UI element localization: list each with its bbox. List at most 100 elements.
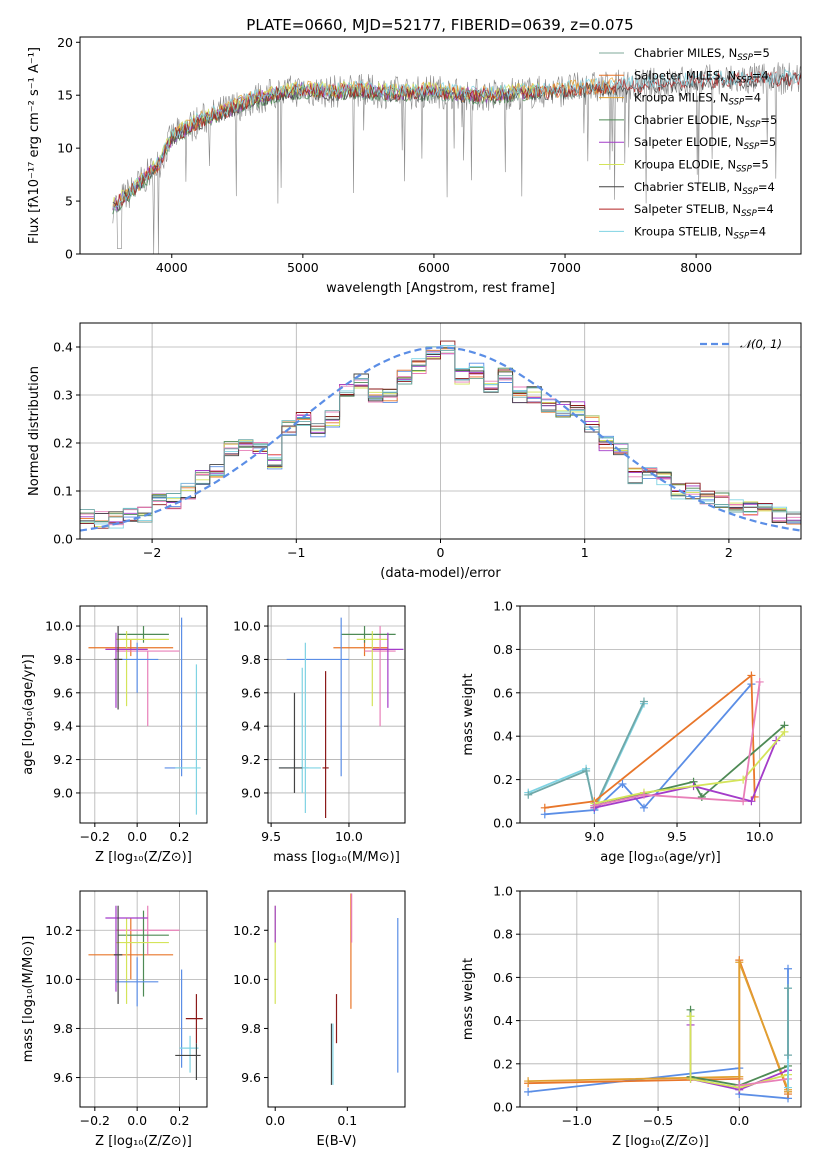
- weight-vs-Z-ytick-label: 0.8: [493, 927, 513, 942]
- mass-vs-Z-plot-area: [88, 905, 203, 1080]
- age-vs-Z-ytick-label: 10.0: [45, 619, 73, 634]
- figure-title: PLATE=0660, MJD=52177, FIBERID=0639, z=0…: [246, 16, 633, 34]
- weight-point-marker: [618, 779, 627, 788]
- mass-vs-ebv-xtick-label: 0.0: [265, 1113, 285, 1128]
- legend-label: 𝒩(0, 1): [740, 337, 782, 351]
- spectrum-ylabel: Flux [fλ10⁻¹⁷ erg cm⁻² s⁻¹ A⁻¹]: [27, 47, 42, 244]
- mass-vs-ebv-plot-area: [274, 893, 399, 1085]
- legend-label: Salpeter STELIB, NSSP=4: [634, 202, 774, 219]
- spectrum-xtick-label: 8000: [680, 260, 712, 275]
- legend-label: Chabrier MILES, NSSP=5: [634, 46, 770, 63]
- residuals-panel: 𝒩(0, 1) −2 −1 0 1 2 0.0 0.1 0.2 0.3 0.4 (data-model…: [27, 322, 802, 581]
- weight-point-marker: [524, 790, 533, 799]
- weight-vs-age-panel: 9.0 9.5 10.0 0.0 0.2 0.4 0.6 0.8 1.0 age [log₁₀(a…: [461, 599, 802, 865]
- weight-point-marker: [735, 958, 744, 967]
- age-vs-Z-ytick-label: 9.8: [53, 652, 73, 667]
- residuals-ylabel: Normed distribution: [27, 366, 42, 496]
- weight-vs-age-xtick-label: 9.5: [667, 829, 687, 844]
- age-vs-mass-ytick-label: 9.0: [241, 785, 261, 800]
- mass-vs-Z-xtick-label: 0.2: [170, 1113, 190, 1128]
- spectrum-xlabel: wavelength [Angstrom, rest frame]: [326, 281, 555, 296]
- spectrum-xtick-label: 4000: [156, 260, 188, 275]
- weight-point-marker: [784, 1083, 793, 1092]
- spectrum-xtick-label: 5000: [287, 260, 319, 275]
- mass-vs-ebv-xtick-label: 0.1: [337, 1113, 357, 1128]
- weight-vs-age-plot-area: [524, 671, 789, 819]
- mass-vs-Z-ytick-label: 9.6: [53, 1070, 73, 1085]
- age-vs-Z-ytick-label: 9.4: [53, 719, 73, 734]
- mass-vs-ebv-frame: [267, 890, 406, 1108]
- spectrum-xtick-label: 6000: [418, 260, 450, 275]
- weight-point-marker: [735, 1072, 744, 1081]
- spectrum-plot-area: [112, 62, 801, 254]
- weight-vs-Z-panel: −1.0 −0.5 0.0 0.0 0.2 0.4 0.6 0.8 1.0 Z [log₁₀(Z/…: [461, 884, 802, 1149]
- weight-point-marker: [582, 766, 591, 775]
- legend-label: Kroupa MILES, NSSP=4: [634, 91, 761, 108]
- weight-point-marker: [784, 964, 793, 973]
- legend-label: Chabrier STELIB, NSSP=4: [634, 180, 775, 197]
- weight-vs-age-frame: [519, 605, 802, 824]
- age-vs-mass-ytick-label: 9.8: [241, 652, 261, 667]
- legend-label: Kroupa ELODIE, NSSP=5: [634, 158, 769, 175]
- age-vs-mass-ytick-label: 9.2: [241, 752, 261, 767]
- residuals-gaussian-line: [80, 346, 801, 532]
- spectrum-ytick-label: 20: [57, 35, 73, 50]
- residuals-ytick-label: 0.4: [53, 340, 73, 355]
- weight-point-marker: [686, 1074, 695, 1083]
- residuals-xtick-label: 1: [581, 545, 589, 560]
- weight-vs-age-xlabel: age [log₁₀(age/yr)]: [600, 850, 721, 865]
- age-vs-mass-xlabel: mass [log₁₀(M/M⊙)]: [273, 850, 400, 865]
- weight-series-line: [689, 1016, 789, 1089]
- plot-layer: Chabrier MILES, NSSP=5 Salpeter MILES, NS…: [21, 35, 802, 1149]
- age-vs-Z-xtick-label: −0.2: [80, 829, 110, 844]
- age-vs-Z-xtick-label: 0.0: [127, 829, 147, 844]
- legend-label: Chabrier ELODIE, NSSP=5: [634, 113, 777, 130]
- age-vs-Z-ytick-label: 9.6: [53, 685, 73, 700]
- age-vs-Z-ytick-label: 9.0: [53, 785, 73, 800]
- weight-vs-Z-xtick-label: −1.0: [562, 1113, 592, 1128]
- age-vs-mass-ytick-label: 9.4: [241, 719, 261, 734]
- residuals-ytick-label: 0.1: [53, 484, 73, 499]
- weight-series-line: [527, 701, 645, 811]
- legend-label: Salpeter ELODIE, NSSP=5: [634, 135, 776, 152]
- weight-vs-Z-xtick-label: −0.5: [643, 1113, 673, 1128]
- spectrum-panel: Chabrier MILES, NSSP=5 Salpeter MILES, NS…: [27, 35, 802, 296]
- mass-vs-ebv-xlabel: E(B-V): [316, 1134, 356, 1149]
- age-vs-mass-ytick-label: 9.6: [241, 685, 261, 700]
- weight-vs-Z-xtick-label: 0.0: [729, 1113, 749, 1128]
- weight-series-line: [739, 1078, 789, 1087]
- legend-label: Kroupa STELIB, NSSP=4: [634, 224, 766, 241]
- weight-point-marker: [735, 1081, 744, 1090]
- weight-vs-Z-plot-area: [524, 956, 793, 1103]
- weight-point-marker: [747, 797, 756, 806]
- mass-vs-Z-ylabel: mass [log₁₀(M/M⊙)]: [21, 936, 36, 1063]
- age-vs-mass-panel: 9.5 10.0 9.0 9.2 9.4 9.6 9.8 10.0 mass [log₁₀(M/…: [233, 605, 406, 865]
- mass-vs-ebv-panel: 0.0 0.1 9.6 9.8 10.0 10.2 E(B-V): [233, 890, 406, 1149]
- weight-point-marker: [639, 790, 648, 799]
- age-vs-Z-panel: −0.2 0.0 0.2 9.0 9.2 9.4 9.6 9.8 10.0 Z [log₁₀(Z/…: [21, 605, 208, 865]
- weight-vs-age-xtick-label: 9.0: [584, 829, 604, 844]
- weight-vs-Z-ytick-label: 0.4: [493, 1013, 513, 1028]
- spectrum-ytick-label: 5: [65, 194, 73, 209]
- residuals-ytick-label: 0.2: [53, 436, 73, 451]
- spectrum-ytick-label: 15: [57, 88, 73, 103]
- weight-vs-age-ytick-label: 0.2: [493, 772, 513, 787]
- weight-series-line: [594, 731, 786, 805]
- mass-vs-Z-xtick-label: 0.0: [127, 1113, 147, 1128]
- weight-point-marker: [540, 803, 549, 812]
- residuals-xlabel: (data-model)/error: [380, 566, 501, 581]
- weight-point-marker: [524, 1077, 533, 1086]
- mass-vs-Z-frame: [79, 890, 208, 1108]
- weight-vs-age-ytick-label: 0.4: [493, 729, 513, 744]
- weight-point-marker: [590, 801, 599, 810]
- age-vs-Z-frame: [79, 605, 208, 824]
- age-vs-Z-xtick-label: 0.2: [170, 829, 190, 844]
- weight-vs-age-ytick-label: 1.0: [493, 599, 513, 614]
- age-vs-mass-ytick-label: 10.0: [233, 619, 261, 634]
- residuals-ytick-label: 0.3: [53, 388, 73, 403]
- weight-series-line: [527, 703, 645, 813]
- residuals-ytick-label: 0.0: [53, 532, 73, 547]
- mass-vs-ebv-ytick-label: 10.2: [233, 923, 261, 938]
- spectrum-frame: [79, 36, 802, 255]
- spectrum-model-line: [112, 68, 801, 210]
